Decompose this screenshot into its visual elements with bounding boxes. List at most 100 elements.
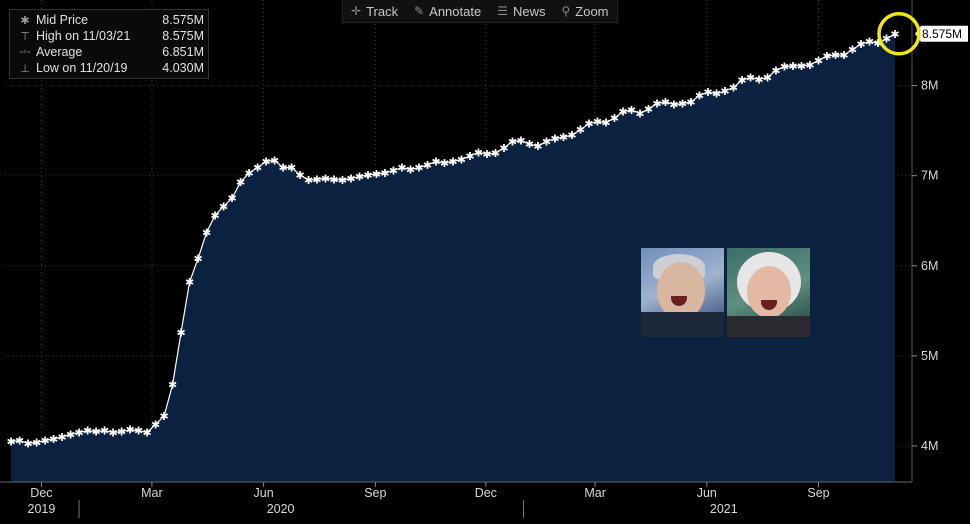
legend-value: 8.575M	[162, 29, 204, 43]
data-point: ✱	[151, 418, 160, 431]
high-marker-icon: ⊤	[20, 30, 30, 43]
data-point: ✱	[66, 428, 75, 441]
data-point: ✱	[100, 425, 109, 438]
data-point: ✱	[635, 108, 644, 121]
x-tick-label: Dec	[475, 486, 497, 500]
price-area	[11, 33, 896, 483]
data-point: ✱	[457, 153, 466, 166]
data-point: ✱	[74, 426, 83, 439]
y-tick-label: 8M	[921, 79, 938, 93]
chart-toolbar: ✛ Track ✎ Annotate ☰ News ⚲ Zoom	[342, 0, 618, 23]
data-point: ✱	[882, 33, 891, 46]
track-button[interactable]: ✛ Track	[343, 0, 406, 22]
laughing-woman-photo	[727, 248, 810, 337]
x-tick-label: Dec	[30, 486, 52, 500]
data-point: ✱	[559, 131, 568, 144]
data-point: ✱	[397, 162, 406, 175]
data-point: ✱	[873, 37, 882, 50]
data-point: ✱	[23, 437, 32, 450]
data-point: ✱	[295, 169, 304, 182]
news-button[interactable]: ☰ News	[489, 0, 553, 22]
data-point: ✱	[380, 167, 389, 180]
data-point: ✱	[661, 96, 670, 109]
inset-photos	[641, 248, 811, 337]
legend-row-average[interactable]: -◦- Average 6.851M	[14, 44, 204, 60]
data-point: ✱	[618, 106, 627, 119]
data-point: ✱	[584, 117, 593, 130]
data-point: ✱	[185, 276, 194, 289]
data-point: ✱	[482, 148, 491, 161]
data-point: ✱	[40, 435, 49, 448]
zoom-button[interactable]: ⚲ Zoom	[553, 0, 616, 22]
data-point: ✱	[669, 99, 678, 112]
data-point: ✱	[159, 410, 168, 423]
average-marker-icon: -◦-	[19, 46, 31, 58]
data-point: ✱	[737, 74, 746, 87]
data-point: ✱	[491, 147, 500, 160]
data-point: ✱	[431, 155, 440, 168]
data-point: ✱	[372, 168, 381, 181]
x-tick-label: Sep	[364, 486, 386, 500]
data-point: ✱	[261, 155, 270, 168]
laughing-man-photo	[641, 248, 724, 337]
data-point: ✱	[627, 104, 636, 117]
data-point: ✱	[576, 124, 585, 137]
legend-row-mid-price[interactable]: ✱ Mid Price 8.575M	[14, 12, 204, 28]
data-point: ✱	[244, 167, 253, 180]
news-label: News	[512, 3, 546, 19]
data-point: ✱	[686, 96, 695, 109]
data-point: ✱	[363, 169, 372, 182]
asterisk-marker-icon: ✱	[20, 14, 30, 27]
data-point: ✱	[890, 28, 899, 41]
legend-label: Mid Price	[36, 13, 89, 27]
data-point: ✱	[108, 426, 117, 439]
data-point: ✱	[746, 71, 755, 84]
price-line	[11, 33, 896, 444]
data-point: ✱	[465, 150, 474, 163]
y-tick-label: 7M	[921, 169, 938, 183]
data-point: ✱	[831, 49, 840, 62]
pencil-icon: ✎	[414, 4, 425, 18]
last-price-label: 8.575M	[922, 27, 962, 41]
data-point: ✱	[712, 88, 721, 101]
year-label: 2020	[267, 502, 295, 516]
legend-value: 6.851M	[162, 45, 204, 59]
data-point: ✱	[321, 172, 330, 185]
last-price-tag	[915, 25, 968, 42]
data-point: ✱	[346, 172, 355, 185]
legend-row-low[interactable]: ⊥ Low on 11/20/19 4.030M	[14, 60, 204, 76]
data-point: ✱	[533, 140, 542, 153]
data-point: ✱	[57, 431, 66, 444]
y-tick-label: 4M	[921, 439, 938, 453]
data-point: ✱	[83, 425, 92, 438]
data-point: ✱	[338, 174, 347, 187]
data-point: ✱	[814, 54, 823, 67]
data-point: ✱	[542, 135, 551, 148]
data-point: ✱	[610, 112, 619, 125]
data-point: ✱	[414, 162, 423, 175]
x-tick-label: Jun	[254, 486, 274, 500]
data-point: ✱	[202, 226, 211, 239]
data-point: ✱	[567, 129, 576, 142]
legend-label: High on 11/03/21	[36, 29, 131, 43]
annotate-button[interactable]: ✎ Annotate	[406, 0, 489, 22]
data-point: ✱	[448, 155, 457, 168]
x-tick-label: Sep	[807, 486, 829, 500]
data-point: ✱	[525, 138, 534, 151]
data-point: ✱	[312, 173, 321, 186]
data-point: ✱	[763, 71, 772, 84]
data-point: ✱	[805, 59, 814, 72]
data-point: ✱	[720, 85, 729, 98]
data-point: ✱	[287, 162, 296, 175]
legend-row-high[interactable]: ⊤ High on 11/03/21 8.575M	[14, 28, 204, 44]
data-point: ✱	[499, 142, 508, 155]
year-label: 2021	[710, 502, 738, 516]
legend-value: 4.030M	[162, 61, 204, 75]
data-point: ✱	[593, 116, 602, 129]
data-point: ✱	[848, 44, 857, 57]
legend-value: 8.575M	[162, 13, 204, 27]
x-tick-label: Mar	[584, 486, 606, 500]
data-point: ✱	[227, 192, 236, 205]
data-point: ✱	[117, 426, 126, 439]
